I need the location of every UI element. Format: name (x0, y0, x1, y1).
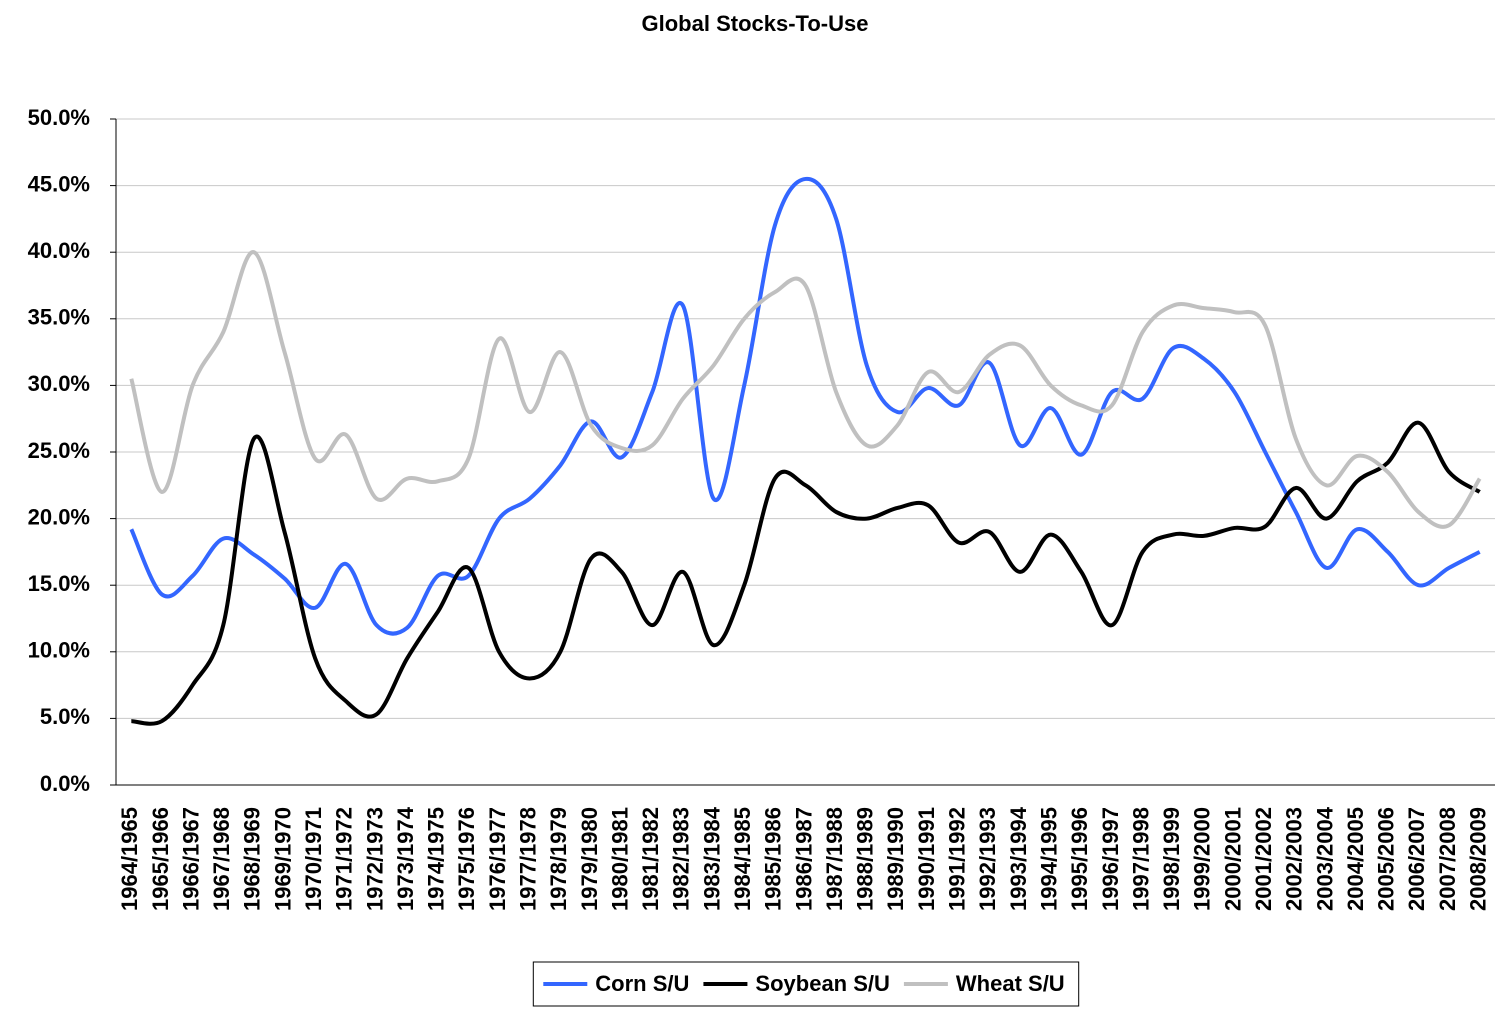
y-tick-label: 10.0% (28, 638, 90, 663)
legend-box (532, 961, 1080, 1007)
x-tick-label: 1974/1975 (424, 807, 449, 911)
legend: Corn S/U Soybean S/U Wheat S/U (532, 961, 1080, 1007)
x-tick-label: 1980/1981 (607, 807, 632, 911)
x-tick-label: 2002/2003 (1282, 807, 1307, 911)
x-tick-label: 1996/1997 (1098, 807, 1123, 911)
x-tick-label: 1989/1990 (883, 807, 908, 911)
y-tick-label: 15.0% (28, 571, 90, 596)
x-tick-label: 1973/1974 (393, 806, 418, 911)
y-tick-label: 0.0% (40, 771, 90, 796)
y-tick-label: 45.0% (28, 171, 90, 196)
x-tick-label: 1982/1983 (669, 807, 694, 911)
x-tick-label: 1977/1978 (516, 807, 541, 911)
y-tick-label: 35.0% (28, 305, 90, 330)
x-tick-label: 2006/2007 (1404, 807, 1429, 911)
x-tick-label: 2000/2001 (1220, 807, 1245, 911)
x-tick-label: 1970/1971 (301, 807, 326, 911)
x-tick-label: 1968/1969 (240, 807, 265, 911)
x-tick-label: 1964/1965 (117, 807, 142, 911)
x-tick-label: 1967/1968 (209, 807, 234, 911)
x-tick-label: 1983/1984 (699, 806, 724, 911)
x-tick-label: 1990/1991 (914, 807, 939, 911)
x-tick-label: 2005/2006 (1374, 807, 1399, 911)
y-tick-label: 40.0% (28, 238, 90, 263)
x-tick-label: 1984/1985 (730, 807, 755, 911)
x-tick-label: 2001/2002 (1251, 807, 1276, 911)
y-tick-label: 20.0% (28, 504, 90, 529)
y-tick-label: 25.0% (28, 438, 90, 463)
x-tick-label: 1987/1988 (822, 807, 847, 911)
legend-label: Corn S/U (595, 971, 689, 996)
x-tick-label: 1965/1966 (148, 807, 173, 911)
x-tick-label: 1992/1993 (975, 807, 1000, 911)
series-line (129, 176, 1481, 636)
x-tick-label: 2008/2009 (1465, 807, 1490, 911)
x-tick-label: 1995/1996 (1067, 807, 1092, 911)
x-tick-label: 1978/1979 (546, 807, 571, 911)
x-tick-label: 1969/1970 (270, 807, 295, 911)
x-tick-label: 1979/1980 (577, 807, 602, 911)
x-tick-label: 2007/2008 (1435, 807, 1460, 911)
chart-title: Global Stocks-To-Use (642, 11, 869, 36)
series-line (131, 420, 1481, 726)
x-tick-label: 1998/1999 (1159, 807, 1184, 911)
y-tick-label: 5.0% (40, 704, 90, 729)
x-tick-label: 1972/1973 (362, 807, 387, 911)
legend-label: Wheat S/U (956, 971, 1065, 996)
legend-label: Soybean S/U (755, 971, 889, 996)
x-tick-label: 1988/1989 (853, 807, 878, 911)
x-tick-label: 2004/2005 (1343, 807, 1368, 911)
y-tick-label: 50.0% (28, 105, 90, 130)
y-tick-label: 30.0% (28, 371, 90, 396)
x-tick-label: 1971/1972 (332, 807, 357, 911)
x-tick-label: 1994/1995 (1036, 807, 1061, 911)
x-tick-label: 1976/1977 (485, 807, 510, 911)
x-tick-label: 1999/2000 (1190, 807, 1215, 911)
x-tick-label: 1986/1987 (791, 807, 816, 911)
x-tick-label: 1997/1998 (1128, 807, 1153, 911)
x-tick-label: 1975/1976 (454, 807, 479, 911)
x-tick-label: 2003/2004 (1312, 806, 1337, 911)
x-tick-label: 1993/1994 (1006, 806, 1031, 911)
series-line (129, 250, 1482, 529)
x-tick-label: 1991/1992 (945, 807, 970, 911)
x-tick-label: 1966/1967 (178, 807, 203, 911)
x-tick-label: 1985/1986 (761, 807, 786, 911)
x-tick-label: 1981/1982 (638, 807, 663, 911)
